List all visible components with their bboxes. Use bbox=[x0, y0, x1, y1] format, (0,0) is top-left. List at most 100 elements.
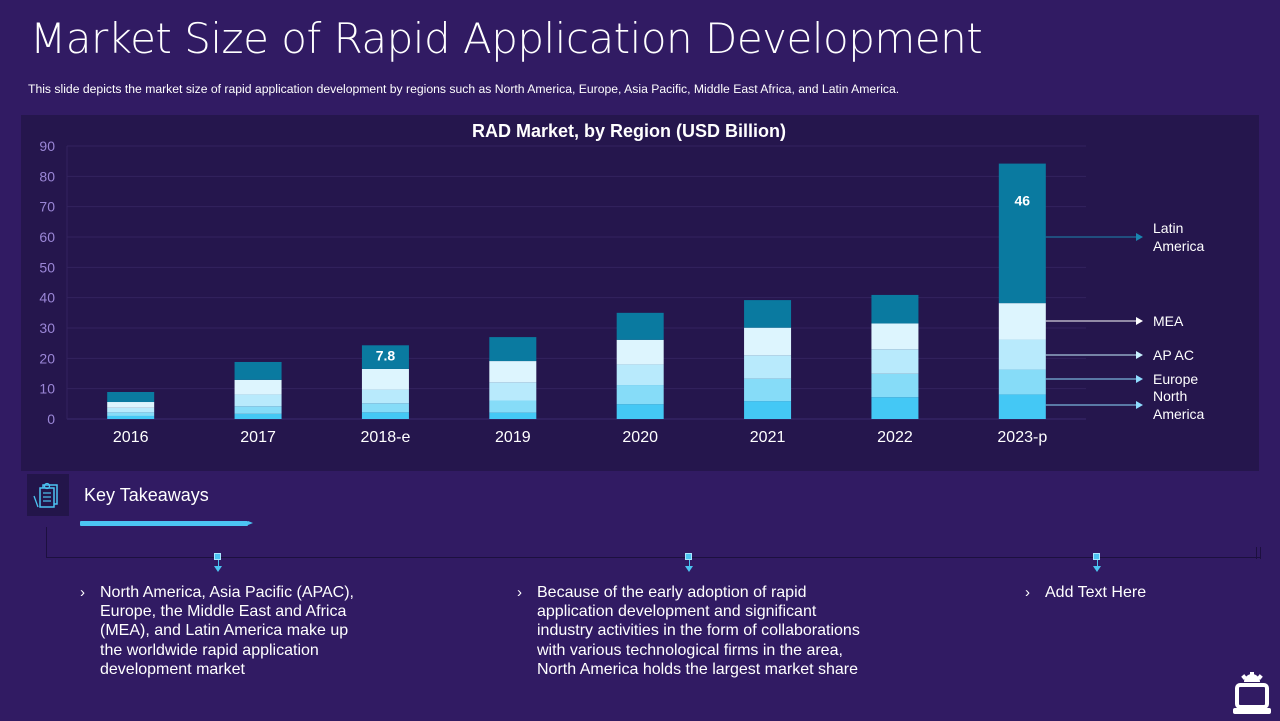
point-line: (MEA), and Latin America make up bbox=[100, 622, 349, 640]
legend-label: AP AC bbox=[1153, 347, 1194, 363]
takeaway-accent-bar bbox=[80, 521, 253, 526]
bar-segment-latin-america bbox=[616, 312, 664, 340]
legend-label-line: Europe bbox=[1153, 371, 1198, 387]
legend-label-line: Latin bbox=[1153, 220, 1183, 236]
y-tick-label: 90 bbox=[39, 138, 55, 154]
point-line: Because of the early adoption of rapid bbox=[537, 584, 807, 601]
data-label: 46 bbox=[1015, 193, 1031, 209]
page-title: Market Size of Rapid Application Develop… bbox=[30, 14, 983, 63]
bar-segment-mea bbox=[616, 339, 664, 365]
timeline-marker-2 bbox=[684, 553, 694, 572]
key-takeaways-title: Key Takeaways bbox=[84, 485, 209, 505]
y-tick-label: 30 bbox=[39, 320, 55, 336]
point-line: development market bbox=[100, 660, 245, 678]
bar-segment-ap-ac bbox=[107, 407, 155, 413]
y-tick-label: 10 bbox=[39, 381, 55, 397]
legend-arrow-icon bbox=[1136, 317, 1143, 325]
data-label: 7.8 bbox=[376, 347, 396, 363]
clipboard-checklist-icon bbox=[33, 482, 58, 508]
y-tick-label: 20 bbox=[39, 350, 55, 366]
bar-segment-europe bbox=[234, 406, 282, 414]
legend-arrow-icon bbox=[1136, 401, 1143, 409]
x-tick-label: 2017 bbox=[240, 429, 276, 446]
bar-segment-ap-ac bbox=[871, 349, 919, 374]
point-line: application development and significant bbox=[537, 603, 817, 621]
bar-segment-north-america bbox=[616, 404, 664, 419]
legend-label-line: AP AC bbox=[1153, 347, 1194, 363]
bar-segment-latin-america bbox=[744, 300, 792, 328]
x-tick-label: 2016 bbox=[113, 429, 149, 446]
y-tick-label: 40 bbox=[39, 290, 55, 306]
bar-segment-north-america bbox=[998, 394, 1046, 419]
bar-segment-latin-america bbox=[234, 361, 282, 380]
legend-label: North America bbox=[1153, 388, 1205, 422]
takeaway-icon-box bbox=[27, 474, 69, 516]
bar-segment-europe bbox=[489, 400, 537, 413]
point-line: the worldwide rapid application bbox=[100, 641, 319, 659]
bar-segment-mea bbox=[871, 323, 919, 350]
y-tick-label: 60 bbox=[39, 229, 55, 245]
y-tick-label: 70 bbox=[39, 199, 55, 215]
legend-label-line: MEA bbox=[1153, 313, 1184, 329]
bar-segment-latin-america bbox=[998, 163, 1046, 304]
legend-arrow-icon bbox=[1136, 375, 1143, 383]
bar-segment-mea bbox=[234, 379, 282, 395]
bar-segment-mea bbox=[361, 368, 409, 390]
bar-segment-europe bbox=[616, 385, 664, 405]
bar-segment-europe bbox=[361, 403, 409, 413]
point-line: with various technological firms in the … bbox=[537, 641, 843, 659]
bar-segment-europe bbox=[107, 412, 155, 416]
x-tick-label: 2020 bbox=[622, 429, 658, 446]
bar-segment-ap-ac bbox=[361, 389, 409, 404]
bar-segment-latin-america bbox=[489, 337, 537, 362]
x-tick-label: 2022 bbox=[877, 429, 913, 446]
x-tick-label: 2023-p bbox=[997, 429, 1047, 446]
bar-segment-north-america bbox=[234, 413, 282, 419]
x-tick-label: 2018-e bbox=[361, 429, 411, 446]
bar-segment-europe bbox=[871, 373, 919, 398]
bar-segment-europe bbox=[744, 378, 792, 402]
timeline-line bbox=[46, 527, 1261, 559]
y-tick-label: 0 bbox=[47, 411, 55, 427]
stacked-bar-chart: RAD Market, by Region (USD Billion) 0 10 2… bbox=[39, 121, 1205, 446]
point-line: industry activities in the form of colla… bbox=[537, 622, 860, 640]
bar-segment-europe bbox=[998, 369, 1046, 395]
legend-label: Europe bbox=[1153, 371, 1198, 387]
bullet-chevron-icon: › bbox=[517, 584, 522, 601]
timeline-marker-3 bbox=[1092, 553, 1102, 572]
bar-segment-ap-ac bbox=[616, 364, 664, 386]
chart-panel: RAD Market, by Region (USD Billion) 0 10 2… bbox=[21, 115, 1259, 471]
chart-title: RAD Market, by Region (USD Billion) bbox=[472, 121, 786, 141]
bar-segment-ap-ac bbox=[234, 394, 282, 407]
timeline-end-cap bbox=[1256, 547, 1261, 559]
legend-arrow-icon bbox=[1136, 233, 1143, 241]
legend-label-line: North bbox=[1153, 388, 1187, 404]
bar-segment-north-america bbox=[107, 415, 155, 419]
x-tick-label: 2019 bbox=[495, 429, 531, 446]
laptop-gear-icon bbox=[1232, 672, 1272, 716]
bar-segment-north-america bbox=[744, 401, 792, 419]
bar-segment-mea bbox=[744, 327, 792, 356]
legend-label: MEA bbox=[1153, 313, 1184, 329]
point-line: Add Text Here bbox=[1045, 584, 1147, 601]
bar-segment-ap-ac bbox=[998, 339, 1046, 370]
legend-label: Latin America bbox=[1153, 220, 1205, 254]
bar-segment-mea bbox=[107, 402, 155, 408]
y-tick-label: 50 bbox=[39, 259, 55, 275]
timeline-marker-1 bbox=[213, 553, 223, 572]
bar-segment-mea bbox=[489, 361, 537, 383]
bar-segment-north-america bbox=[489, 412, 537, 419]
x-tick-label: 2021 bbox=[750, 429, 786, 446]
bar-segment-north-america bbox=[361, 412, 409, 419]
legend-label-line: America bbox=[1153, 238, 1205, 254]
bar-segment-ap-ac bbox=[489, 382, 537, 401]
bar-segment-ap-ac bbox=[744, 355, 792, 379]
bar-segment-mea bbox=[998, 303, 1046, 340]
point-line: Europe, the Middle East and Africa bbox=[100, 603, 347, 621]
legend-arrow-icon bbox=[1136, 351, 1143, 359]
bullet-chevron-icon: › bbox=[80, 584, 85, 601]
bar-segment-latin-america bbox=[871, 294, 919, 324]
point-line: North America holds the largest market s… bbox=[537, 660, 859, 678]
point-line: North America, Asia Pacific (APAC), bbox=[100, 584, 354, 601]
bullet-chevron-icon: › bbox=[1025, 584, 1030, 601]
